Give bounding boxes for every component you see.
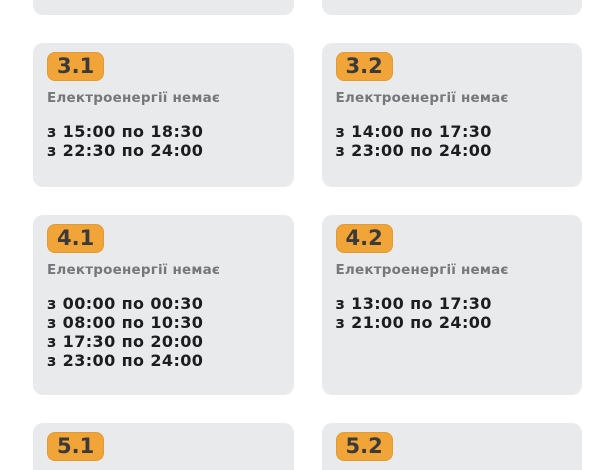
outage-period: з 23:00 по 24:00 (47, 351, 204, 370)
card-group-5-2: 5.2 Електроенергії немає (321, 423, 582, 470)
outage-period: з 23:00 по 24:00 (335, 141, 492, 160)
group-badge: 4.2 (335, 224, 393, 253)
outage-period: з 00:00 по 00:30 (47, 294, 204, 313)
group-badge: 3.2 (335, 52, 393, 81)
outage-periods: з 00:00 по 00:30 з 08:00 по 10:30 з 17:30 … (47, 294, 280, 370)
schedule-row-3: 3.1 Електроенергії немає з 15:00 по 18:3… (33, 43, 582, 187)
status-label: Електроенергії немає (335, 90, 509, 106)
group-badge: 5.1 (47, 432, 105, 461)
card-group-3-1: 3.1 Електроенергії немає з 15:00 по 18:3… (33, 43, 294, 187)
schedule-row-4: 4.1 Електроенергії немає з 00:00 по 00:3… (33, 215, 582, 395)
status-label: Електроенергії немає (47, 90, 221, 106)
outage-period: з 15:00 по 18:30 (47, 122, 204, 141)
status-label: Електроенергії немає (47, 262, 221, 278)
card-group-3-2: 3.2 Електроенергії немає з 14:00 по 17:3… (321, 43, 582, 187)
outage-periods: з 14:00 по 17:30 з 23:00 по 24:00 (336, 122, 569, 160)
outage-periods: з 13:00 по 17:30 з 21:00 по 24:00 (336, 294, 569, 332)
schedule-row-partial (33, 0, 582, 15)
group-badge: 5.2 (335, 432, 393, 461)
outage-period: з 08:00 по 10:30 (47, 313, 204, 332)
outage-periods: з 15:00 по 18:30 з 22:30 по 24:00 (47, 122, 280, 160)
card-group-above-left (33, 0, 294, 15)
card-group-above-right (321, 0, 582, 15)
schedule-row-5: 5.1 Електроенергії немає 5.2 Електроенер… (33, 423, 582, 470)
outage-period: з 21:00 по 24:00 (335, 313, 492, 332)
card-group-4-1: 4.1 Електроенергії немає з 00:00 по 00:3… (33, 215, 294, 395)
outage-period: з 13:00 по 17:30 (335, 294, 492, 313)
status-label: Електроенергії немає (335, 262, 509, 278)
card-group-5-1: 5.1 Електроенергії немає (33, 423, 294, 470)
outage-period: з 17:30 по 20:00 (47, 332, 204, 351)
outage-period: з 22:30 по 24:00 (47, 141, 204, 160)
card-group-4-2: 4.2 Електроенергії немає з 13:00 по 17:3… (321, 215, 582, 395)
group-badge: 4.1 (47, 224, 105, 253)
outage-period: з 14:00 по 17:30 (335, 122, 492, 141)
group-badge: 3.1 (47, 52, 105, 81)
